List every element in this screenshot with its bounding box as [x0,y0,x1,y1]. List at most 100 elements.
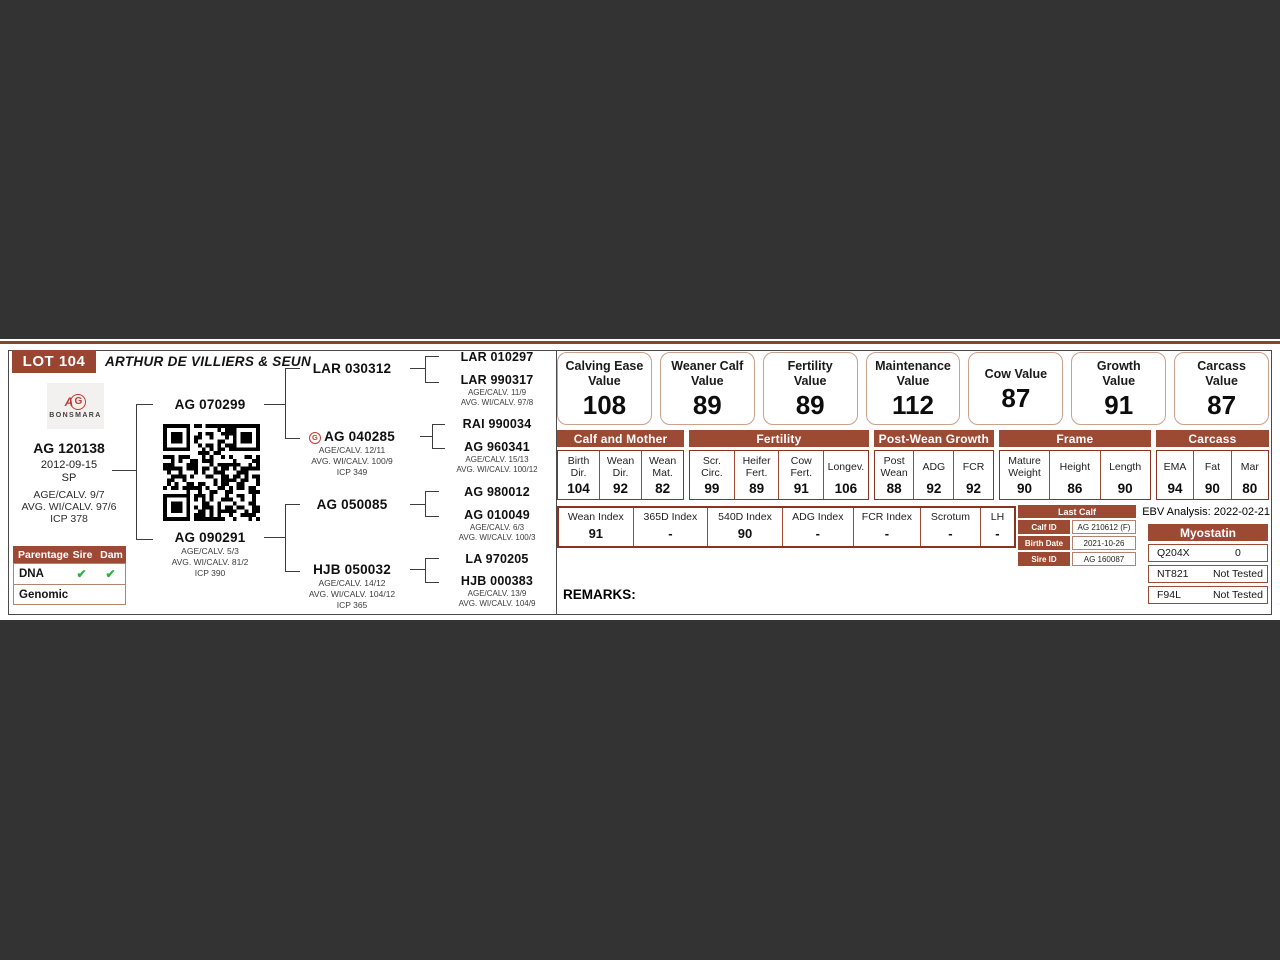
page-accent-line [0,341,1280,344]
ebv-cell: Height 86 [1049,451,1099,499]
last-calf-id-value: AG 210612 (F) [1072,520,1136,534]
calving-ease-value-box: Calving Ease Value 108 [557,352,652,425]
ebv-cell: Wean Mat. 82 [641,451,683,499]
pedigree-sire: AG 070299 [174,397,246,412]
ebv-analysis-date: EBV Analysis: 2022-02-21 [1142,506,1270,518]
myostatin-row: F94L Not Tested [1148,586,1268,604]
animal-icp: ICP 378 [50,513,88,525]
ebv-cell: Mature Weight 90 [1008,454,1041,497]
dna-dam-check-icon: ✔ [105,567,116,581]
pedigree-connector [410,569,425,570]
fcr-index-cell: FCR Index - [852,508,920,546]
last-calf-sire-label: Sire ID [1018,552,1070,566]
lot-card-frame [8,350,1272,615]
adg-index-cell: ADG Index - [781,508,853,546]
maintenance-value-box: Maintenance Value 112 [865,352,961,425]
animal-age-calv: AGE/CALV. 9/7 [33,489,105,501]
pedigree-gen4-8: HJB 000383 AGE/CALV. 13/9 AVG. WI/CALV. … [458,574,536,608]
pedigree-connector [264,404,285,405]
pedigree-connector [285,368,300,439]
ebv-cell: EMA 94 [1163,460,1187,497]
ebv-cell: Longev. 106 [823,451,868,499]
ebv-group-fertility: Fertility Scr. Circ. 99 Heifer Fert. 89 Co… [689,430,869,500]
pedigree-connector [410,368,425,369]
lot-number-badge: LOT 104 [12,350,96,373]
parentage-row-dna: DNA ✔ ✔ [14,564,125,584]
pedigree-connector [136,404,153,540]
animal-birth-date: 2012-09-15 [40,459,98,471]
myostatin-table: Myostatin Q204X 0 NT821 Not Tested F94L Not… [1148,524,1268,604]
herd-brand-icon: G [309,432,322,444]
pedigree-connector [410,504,425,505]
remarks-label: REMARKS: [563,587,636,602]
lot-card: LOT 104 ARTHUR DE VILLIERS & SEUN A G BO… [0,344,1280,620]
parentage-header-dam: Dam [100,548,123,561]
ebv-cell: Post Wean 88 [880,454,908,497]
animal-summary: AG 120138 2012-09-15 SP AGE/CALV. 9/7 AV… [12,440,126,525]
wean-index-cell: Wean Index 91 [567,511,624,541]
myostatin-row: NT821 Not Tested [1148,565,1268,583]
pedigree-connector [425,558,439,583]
pedigree-connector [420,436,432,437]
parentage-row-genomic: Genomic [14,584,125,604]
pedigree-gen3-2: G AG 040285 AGE/CALV. 12/11 AVG. WI/CALV.… [292,429,412,478]
carcass-value-box: Carcass Value 87 [1174,352,1270,425]
lh-cell: LH - [979,508,1014,546]
pedigree-connector [425,491,439,517]
value-box-row: Calving Ease Value 108 Weaner Calf Value… [557,352,1270,425]
animal-avg-wi-calv: AVG. WI/CALV. 97/6 [21,501,117,513]
bonsmara-logo: A G BONSMARA [47,383,104,429]
last-calf-birth-label: Birth Date [1018,536,1070,550]
540d-index-cell: 540D Index 90 [707,508,782,546]
last-calf-birth-value: 2021-10-26 [1072,536,1136,550]
page-top-hairline [0,339,1280,341]
fertility-value-box: Fertility Value 89 [762,352,858,425]
ebv-cell: FCR 92 [953,451,993,499]
parentage-table-header: Parentage Sire Dam [13,546,126,563]
myostatin-row: Q204X 0 [1148,544,1268,562]
ebv-cell: Length 90 [1099,451,1150,499]
last-calf-table: Last Calf Calf ID AG 210612 (F) Birth Da… [1018,505,1136,566]
365d-index-cell: 365D Index - [632,508,708,546]
ebv-cell: Wean Dir. 92 [599,451,641,499]
last-calf-header: Last Calf [1018,505,1136,518]
ebv-cell: ADG 92 [913,451,953,499]
section-divider [556,350,557,615]
scrotum-cell: Scrotum - [920,508,980,546]
cow-value-box: Cow Value 87 [968,352,1064,425]
ebv-group-carcass: Carcass EMA 94 Fat 90 Mar 80 [1155,430,1269,500]
last-calf-id-label: Calf ID [1018,520,1070,534]
last-calf-sire-value: AG 160087 [1072,552,1136,566]
pedigree-dam: AG 090291 AGE/CALV. 5/3 AVG. WI/CALV. 81… [171,530,249,578]
dna-sire-check-icon: ✔ [76,567,87,581]
ebv-cell: Mar 80 [1230,451,1268,499]
parentage-table-body: DNA ✔ ✔ Genomic [13,563,126,605]
ebv-cell: Birth Dir. 104 [567,454,590,497]
pedigree-connector [112,470,136,471]
ebv-table: Calf and Mother Birth Dir. 104 Wean Dir. 9… [557,430,1269,500]
ebv-cell: Fat 90 [1193,451,1230,499]
pedigree-gen4-7: LA 970205 [465,552,529,566]
owner-name: ARTHUR DE VILLIERS & SEUN [105,354,312,369]
index-table: Wean Index 91 365D Index - 540D Index 90 AD… [557,506,1016,548]
ebv-group-post-wean-growth: Post-Wean Growth Post Wean 88 ADG 92 FCR … [873,430,994,500]
pedigree-gen4-4: AG 960341 AGE/CALV. 15/13 AVG. WI/CALV. … [456,440,538,474]
growth-value-box: Growth Value 91 [1071,352,1167,425]
pedigree-gen3-1: LAR 030312 [312,361,392,376]
weaner-calf-value-box: Weaner Calf Value 89 [659,352,755,425]
pedigree-gen4-2: LAR 990317 AGE/CALV. 11/9 AVG. WI/CALV. … [460,373,534,407]
bonsmara-wordmark: BONSMARA [49,411,102,419]
pedigree-connector [285,504,300,572]
ebv-cell: Scr. Circ. 99 [701,454,723,497]
parentage-header-sire: Sire [72,548,93,561]
pedigree-gen4-5: AG 980012 [464,485,530,499]
pedigree-gen4-1: LAR 010297 [460,350,534,364]
pedigree-gen3-4: HJB 050032 AGE/CALV. 14/12 AVG. WI/CALV.… [308,562,396,610]
animal-id: AG 120138 [33,440,105,456]
qr-code [163,424,260,521]
pedigree-connector [264,537,285,538]
pedigree-gen3-3: AG 050085 [316,497,388,512]
myostatin-header: Myostatin [1148,524,1268,541]
ebv-group-frame: Frame Mature Weight 90 Height 86 Length 9… [998,430,1151,500]
